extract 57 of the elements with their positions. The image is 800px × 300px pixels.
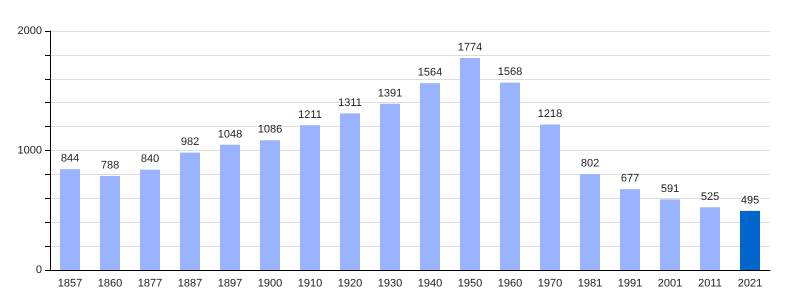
x-tick-label: 1877 bbox=[138, 278, 162, 290]
bar bbox=[140, 170, 160, 270]
x-tick-label: 1960 bbox=[498, 278, 522, 290]
x-tick-label: 1910 bbox=[298, 278, 322, 290]
bar bbox=[340, 113, 360, 270]
x-tick-label: 1857 bbox=[58, 278, 82, 290]
x-tick-label: 2021 bbox=[738, 278, 762, 290]
data-label: 1311 bbox=[338, 96, 362, 109]
bar bbox=[660, 199, 680, 270]
data-label: 1564 bbox=[418, 66, 442, 79]
data-label: 844 bbox=[60, 152, 80, 165]
data-label: 1568 bbox=[498, 66, 522, 78]
x-tick-label: 1930 bbox=[378, 278, 402, 290]
data-label: 982 bbox=[180, 136, 200, 148]
data-label: 1048 bbox=[218, 128, 242, 140]
bar bbox=[580, 174, 600, 270]
x-tick-label: 1887 bbox=[178, 278, 202, 290]
data-label: 802 bbox=[580, 158, 600, 170]
x-tick-label: 1981 bbox=[578, 278, 602, 290]
data-label: 591 bbox=[660, 182, 680, 195]
bar bbox=[420, 83, 440, 270]
data-label: 1218 bbox=[538, 108, 562, 120]
bar bbox=[740, 210, 760, 270]
bar bbox=[300, 125, 320, 270]
bar bbox=[380, 104, 400, 270]
x-tick-label: 1940 bbox=[418, 278, 442, 290]
data-label: 1086 bbox=[258, 124, 282, 136]
bar bbox=[220, 144, 240, 270]
x-tick-label: 1860 bbox=[98, 278, 122, 290]
data-label: 525 bbox=[700, 190, 720, 203]
bar bbox=[460, 58, 480, 270]
data-label: 495 bbox=[740, 194, 760, 206]
x-tick-label: 1950 bbox=[458, 278, 482, 290]
bar bbox=[100, 176, 120, 270]
x-tick-label: 2011 bbox=[698, 278, 722, 290]
bar bbox=[500, 82, 520, 270]
bar bbox=[60, 169, 80, 270]
y-tick-label: 2000 bbox=[18, 25, 42, 37]
data-label: 1391 bbox=[378, 87, 402, 100]
data-label: 677 bbox=[620, 172, 640, 185]
bar bbox=[180, 152, 200, 270]
data-label: 1774 bbox=[458, 42, 482, 54]
x-tick-label: 1897 bbox=[218, 278, 242, 290]
x-tick-label: 1900 bbox=[258, 278, 282, 290]
y-tick-label: 1000 bbox=[18, 144, 42, 156]
bar bbox=[260, 140, 280, 270]
bar bbox=[620, 189, 640, 270]
x-tick-label: 1991 bbox=[618, 278, 642, 290]
data-label: 1211 bbox=[298, 108, 322, 121]
bar bbox=[540, 124, 560, 270]
x-tick-label: 1970 bbox=[538, 278, 562, 290]
y-tick-label: 0 bbox=[36, 264, 42, 276]
bar bbox=[700, 207, 720, 270]
x-tick-label: 2001 bbox=[658, 278, 682, 290]
x-tick-label: 1920 bbox=[338, 278, 362, 290]
data-label: 840 bbox=[140, 153, 160, 166]
data-label: 788 bbox=[100, 159, 120, 172]
